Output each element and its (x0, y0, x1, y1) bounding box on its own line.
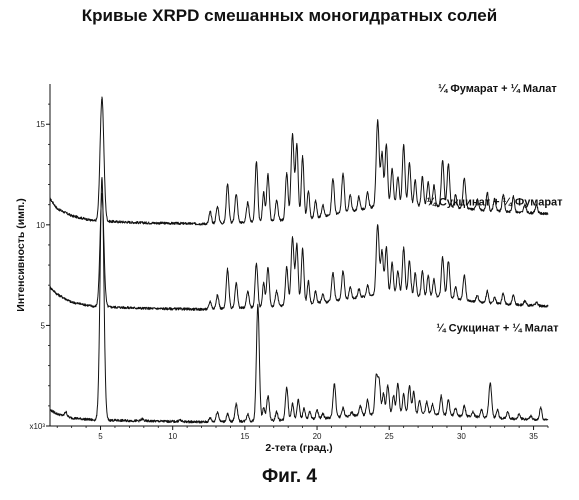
y-axis-label: Интенсивность (имп.) (15, 198, 27, 311)
page-title: Кривые XRPD смешанных моногидратных соле… (81, 6, 498, 25)
axes (49, 84, 548, 427)
traces (49, 96, 549, 424)
ticks: 5 10 15 20 25 30 35 x10³ 5 10 15 (29, 103, 549, 441)
y-tick-label: 15 (36, 120, 45, 129)
x-tick-label: 15 (240, 432, 249, 441)
x-tick-label: 30 (457, 432, 466, 441)
series-trace-3 (49, 177, 549, 424)
series-label-2: ¼ Сукцинат + ¼ Фумарат (427, 197, 564, 209)
series-trace-2 (49, 193, 549, 311)
x-tick-label: 25 (385, 432, 394, 441)
y-tick-label: x10³ (29, 422, 45, 431)
x-tick-label: 20 (313, 432, 322, 441)
x-tick-label: 5 (98, 432, 103, 441)
x-axis-label: 2-тета (град.) (265, 442, 332, 454)
figure-caption: Фиг. 4 (261, 466, 318, 487)
series-label-1: ¼ Фумарат + ¼ Малат (438, 83, 557, 95)
x-tick-label: 35 (529, 432, 538, 441)
y-tick-label: 5 (41, 321, 46, 330)
y-tick-label: 10 (36, 221, 45, 230)
series-labels: ¼ Фумарат + ¼ Малат ¼ Сукцинат + ¼ Фумара… (427, 83, 564, 334)
x-tick-label: 10 (168, 432, 177, 441)
series-label-3: ¼ Сукцинат + ¼ Малат (436, 322, 559, 334)
series-trace-1 (49, 96, 549, 226)
